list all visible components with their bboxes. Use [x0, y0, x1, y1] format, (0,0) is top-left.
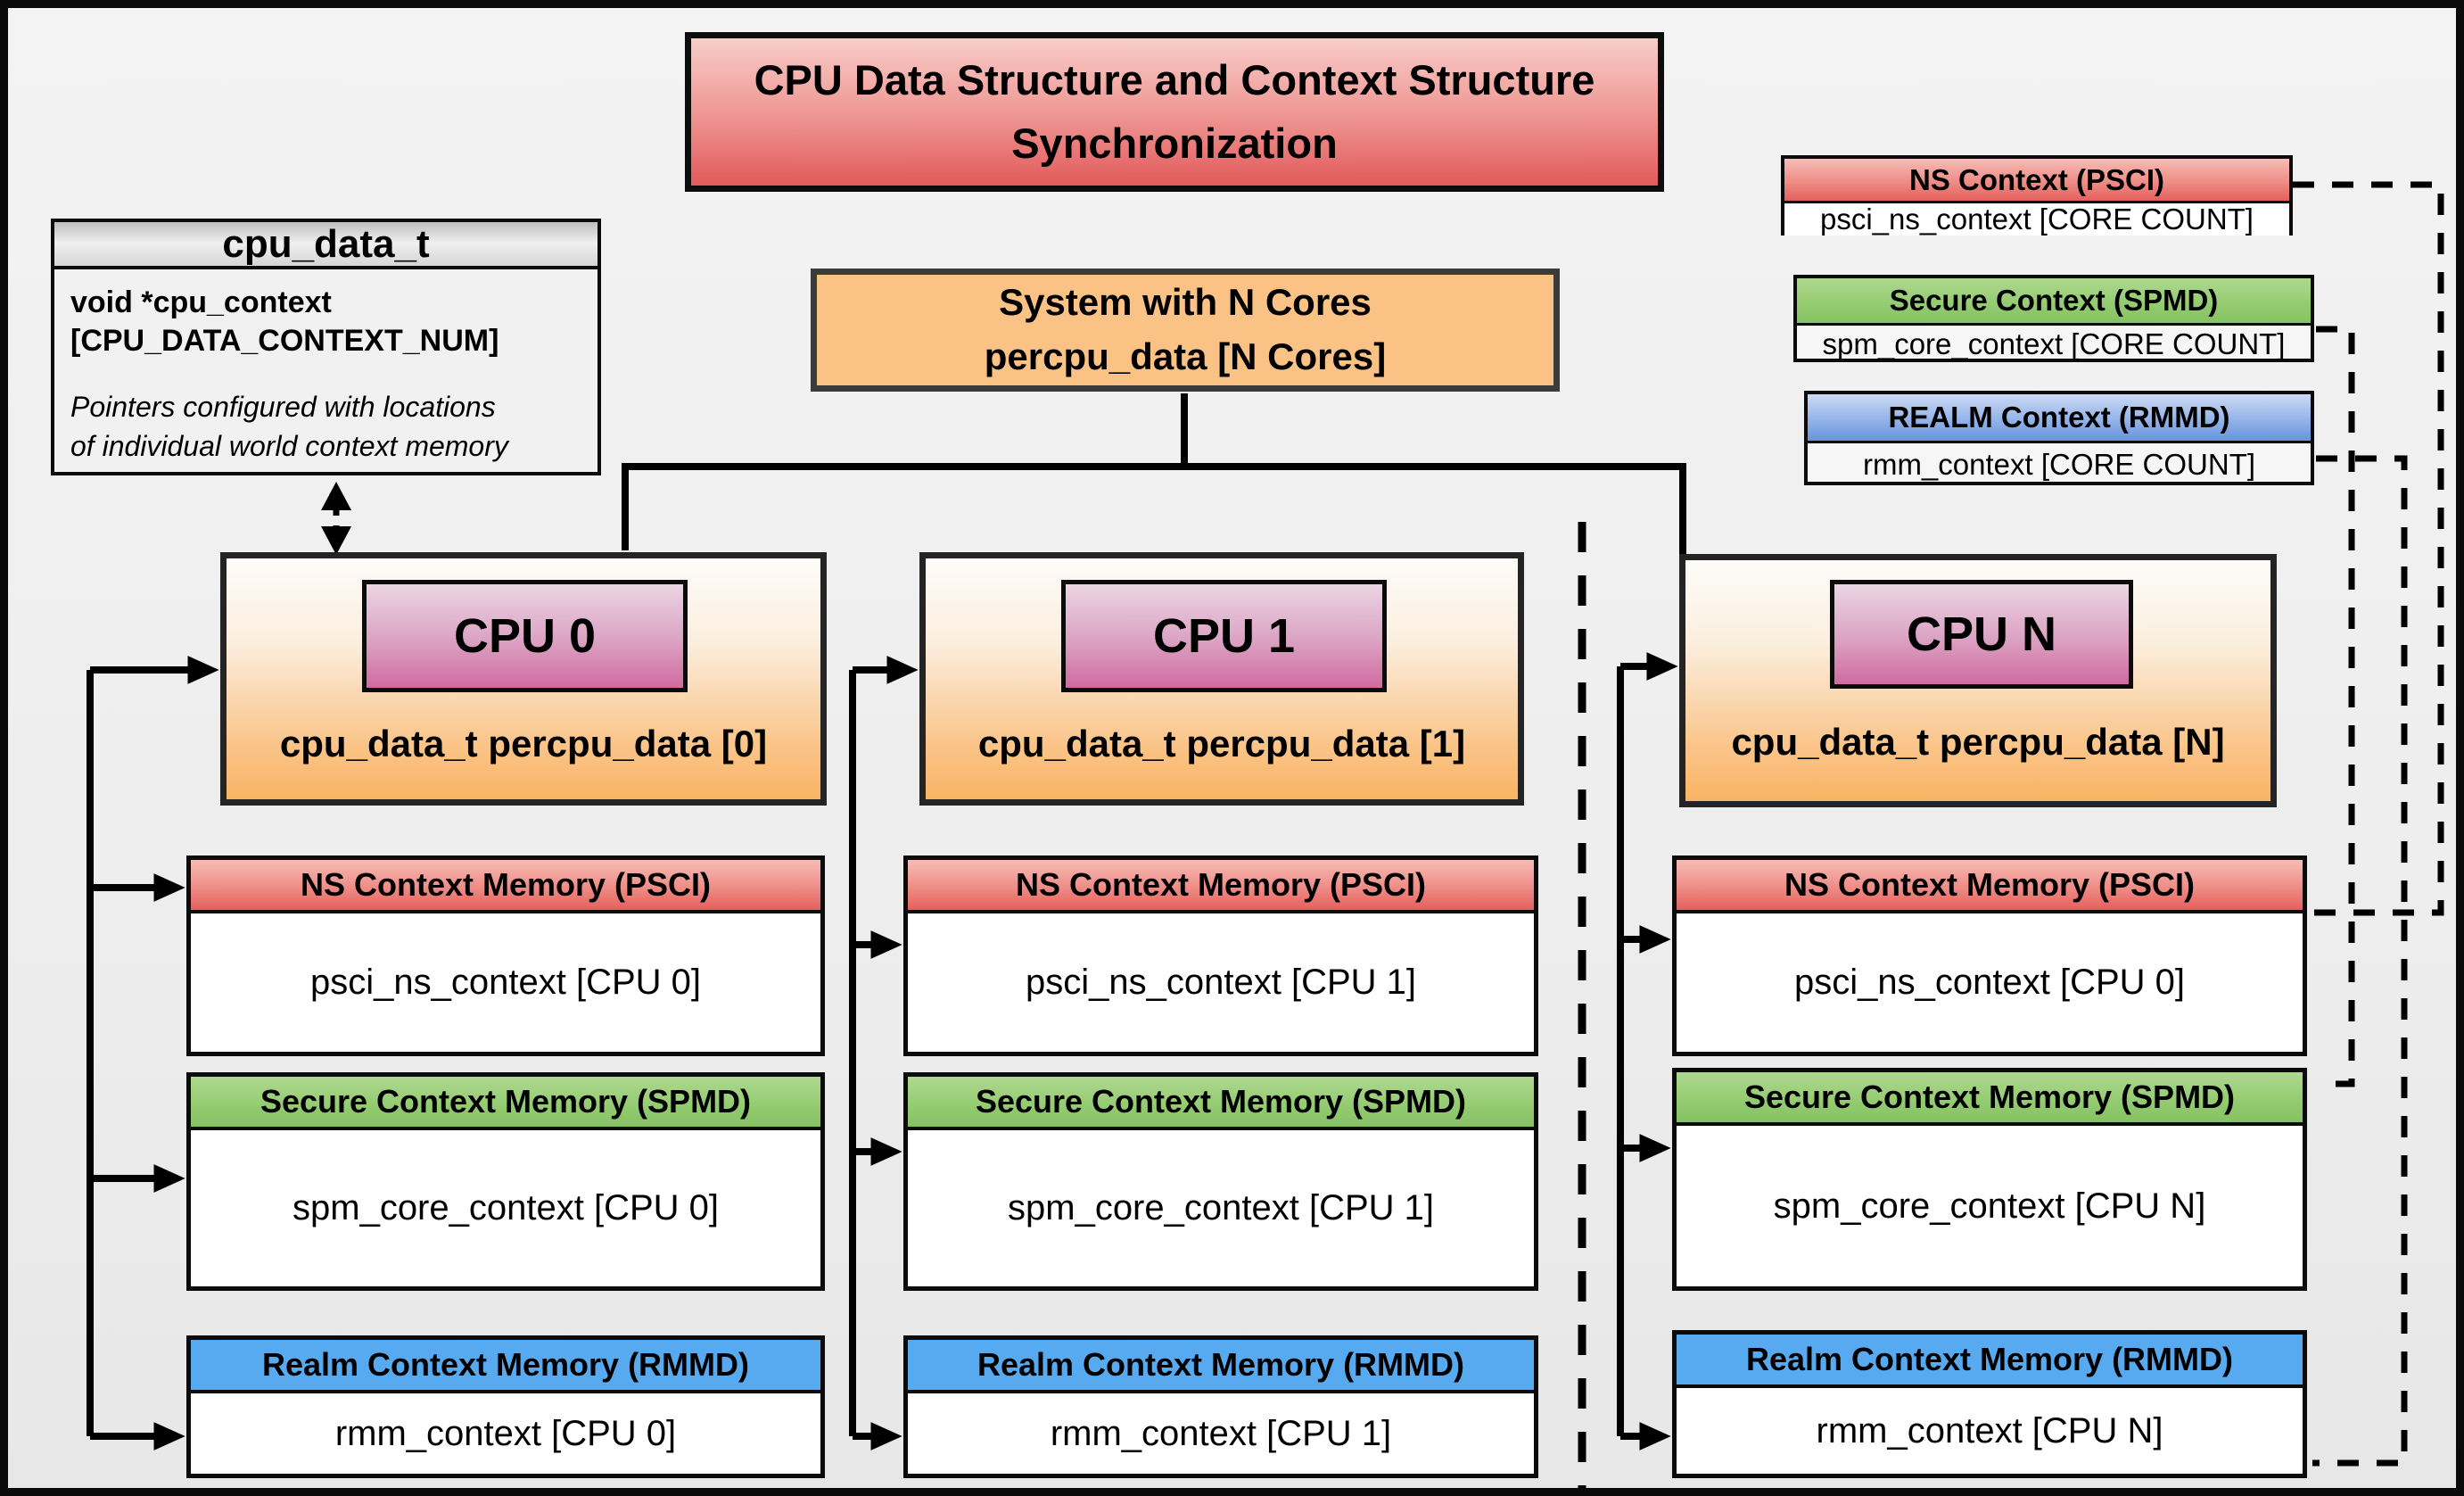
cpu1-secure-header: Secure Context Memory (SPMD): [908, 1077, 1534, 1130]
cpu0-pointer-bus: [87, 656, 219, 1451]
cpun-chip: CPU N: [1830, 580, 2133, 689]
cpun-secure-context-box: Secure Context Memory (SPMD) spm_core_co…: [1672, 1068, 2307, 1291]
system-box: System with N Cores percpu_data [N Cores…: [811, 269, 1560, 392]
cpu0-realm-context-box: Realm Context Memory (RMMD) rmm_context …: [186, 1335, 825, 1478]
diagram-title-text: CPU Data Structure and Context Structure…: [754, 56, 1595, 167]
cpu0-ns-header: NS Context Memory (PSCI): [191, 860, 820, 913]
system-box-line1: System with N Cores: [999, 281, 1372, 324]
legend-secure-context: Secure Context (SPMD) spm_core_context […: [1793, 275, 2314, 362]
cpun-secure-body: spm_core_context [CPU N]: [1677, 1126, 2303, 1286]
legend-ns-context: NS Context (PSCI) psci_ns_context [CORE …: [1781, 155, 2293, 236]
struct-note-line2: of individual world context memory: [70, 429, 508, 462]
cpu1-data-label: cpu_data_t percpu_data [1]: [977, 723, 1466, 765]
cpu1-realm-body: rmm_context [CPU 1]: [908, 1393, 1534, 1474]
cpun-realm-body: rmm_context [CPU N]: [1677, 1388, 2303, 1474]
cpun-data-label: cpu_data_t percpu_data [N]: [1731, 721, 2225, 763]
cpu0-chip: CPU 0: [362, 580, 688, 692]
system-box-line2: percpu_data [N Cores]: [984, 335, 1387, 377]
cpu0-realm-body: rmm_context [CPU 0]: [191, 1393, 820, 1474]
struct-field-line2: [CPU_DATA_CONTEXT_NUM]: [70, 323, 499, 358]
cpu1-secure-context-box: Secure Context Memory (SPMD) spm_core_co…: [903, 1072, 1538, 1291]
cpun-secure-header: Secure Context Memory (SPMD): [1677, 1072, 2303, 1126]
cpu0-ns-context-box: NS Context Memory (PSCI) psci_ns_context…: [186, 855, 825, 1056]
cpu1-secure-body: spm_core_context [CPU 1]: [908, 1130, 1534, 1286]
cpu-data-struct-box: cpu_data_t void *cpu_context [CPU_DATA_C…: [51, 219, 601, 475]
cpu1-pointer-bus: [849, 656, 919, 1451]
diagram-title: CPU Data Structure and Context Structure…: [685, 32, 1664, 192]
struct-field-line1: void *cpu_context: [70, 285, 332, 319]
legend-ns-header: NS Context (PSCI): [1784, 159, 2289, 203]
cpu1-ns-context-box: NS Context Memory (PSCI) psci_ns_context…: [903, 855, 1538, 1056]
legend-realm-context: REALM Context (RMMD) rmm_context [CORE C…: [1804, 391, 2314, 485]
legend-realm-body: rmm_context [CORE COUNT]: [1862, 447, 2256, 481]
cpu0-secure-context-box: Secure Context Memory (SPMD) spm_core_co…: [186, 1072, 825, 1291]
legend-secure-header: Secure Context (SPMD): [1797, 278, 2311, 326]
cpun-pointer-bus: [1617, 652, 1678, 1451]
cpu1-box: CPU 1 cpu_data_t percpu_data [1]: [919, 552, 1524, 806]
legend-ns-body: psci_ns_context [CORE COUNT]: [1784, 202, 2289, 236]
cpun-ns-context-box: NS Context Memory (PSCI) psci_ns_context…: [1672, 855, 2307, 1056]
cpu1-realm-header: Realm Context Memory (RMMD): [908, 1340, 1534, 1393]
cpun-realm-header: Realm Context Memory (RMMD): [1677, 1335, 2303, 1388]
cpu1-ns-body: psci_ns_context [CPU 1]: [908, 913, 1534, 1052]
cpu1-realm-context-box: Realm Context Memory (RMMD) rmm_context …: [903, 1335, 1538, 1478]
legend-secure-body: spm_core_context [CORE COUNT]: [1822, 326, 2286, 360]
cpu1-ns-header: NS Context Memory (PSCI): [908, 860, 1534, 913]
cpu-data-struct-body: void *cpu_context [CPU_DATA_CONTEXT_NUM]…: [54, 269, 597, 466]
cpu0-secure-body: spm_core_context [CPU 0]: [191, 1130, 820, 1286]
cpu0-data-label: cpu_data_t percpu_data [0]: [279, 723, 768, 765]
cpu-data-struct-header: cpu_data_t: [54, 222, 597, 269]
cpun-ns-body: psci_ns_context [CPU 0]: [1677, 913, 2303, 1052]
cpu0-secure-header: Secure Context Memory (SPMD): [191, 1077, 820, 1130]
cpun-ns-header: NS Context Memory (PSCI): [1677, 860, 2303, 913]
system-branch-lines: [622, 393, 1686, 558]
cpu0-realm-header: Realm Context Memory (RMMD): [191, 1340, 820, 1393]
cpu1-chip: CPU 1: [1061, 580, 1387, 692]
cpu0-box: CPU 0 cpu_data_t percpu_data [0]: [220, 552, 827, 806]
struct-note-line1: Pointers configured with locations: [70, 390, 496, 423]
cpu0-ns-body: psci_ns_context [CPU 0]: [191, 913, 820, 1052]
struct-to-cpu0-dashed-arrow: [321, 482, 351, 555]
cpun-box: CPU N cpu_data_t percpu_data [N]: [1679, 554, 2277, 807]
cpun-realm-context-box: Realm Context Memory (RMMD) rmm_context …: [1672, 1330, 2307, 1478]
legend-dashed-connectors: [2293, 181, 2444, 1467]
legend-realm-header: REALM Context (RMMD): [1808, 394, 2311, 443]
